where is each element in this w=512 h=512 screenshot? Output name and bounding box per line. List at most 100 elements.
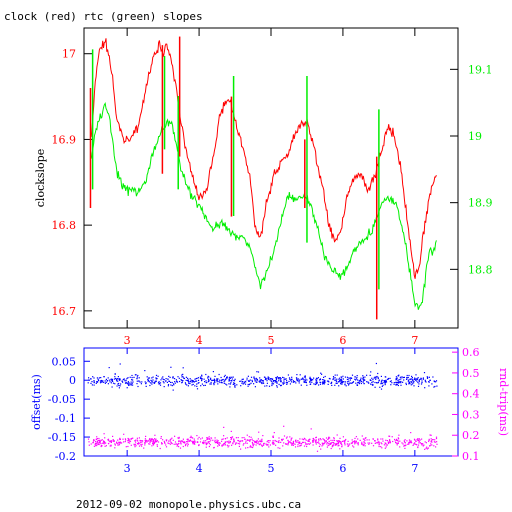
scatter-point	[420, 377, 422, 379]
scatter-point	[168, 440, 170, 442]
scatter-point	[116, 378, 119, 380]
scatter-point	[194, 440, 196, 442]
scatter-point	[232, 376, 234, 378]
scatter-point	[150, 379, 152, 381]
scatter-point	[266, 444, 268, 446]
scatter-point	[367, 381, 369, 383]
scatter-point	[280, 441, 282, 443]
scatter-point	[182, 373, 184, 375]
scatter-point	[399, 440, 401, 442]
scatter-point	[201, 437, 203, 439]
scatter-point	[351, 374, 354, 376]
scatter-point	[264, 378, 266, 381]
scatter-point	[168, 442, 170, 445]
scatter-point	[421, 438, 423, 440]
scatter-point	[322, 442, 324, 444]
scatter-point	[110, 441, 112, 443]
scatter-point	[182, 445, 184, 448]
scatter-point	[408, 383, 410, 385]
scatter-point	[276, 381, 278, 383]
scatter-point	[172, 439, 174, 441]
scatter-point	[96, 440, 98, 442]
scatter-point	[312, 440, 314, 442]
top-y-right-tick-label: 19.1	[468, 63, 493, 76]
scatter-point	[207, 437, 209, 439]
scatter-point	[198, 382, 200, 384]
scatter-point	[296, 378, 298, 381]
scatter-point	[114, 447, 116, 449]
scatter-point	[228, 445, 230, 447]
scatter-point	[178, 443, 180, 445]
scatter-point	[129, 376, 131, 378]
scatter-point	[297, 444, 299, 446]
scatter-point	[97, 443, 99, 445]
scatter-point	[333, 442, 335, 444]
scatter-point	[436, 443, 438, 445]
scatter-point	[338, 380, 341, 382]
scatter-point	[368, 439, 370, 441]
scatter-point	[297, 440, 299, 442]
scatter-point	[333, 438, 335, 440]
scatter-point	[154, 380, 156, 382]
scatter-point	[327, 438, 330, 440]
scatter-point	[210, 381, 212, 384]
scatter-point	[339, 448, 341, 450]
scatter-point	[206, 437, 208, 439]
scatter-point	[335, 382, 337, 384]
scatter-point	[384, 376, 386, 378]
scatter-point	[411, 382, 413, 384]
scatter-point	[436, 385, 438, 387]
scatter-point	[260, 380, 262, 382]
scatter-point	[136, 380, 138, 382]
scatter-point	[395, 383, 398, 385]
scatter-point	[386, 444, 388, 446]
scatter-point	[117, 380, 119, 382]
scatter-point	[304, 438, 306, 440]
scatter-point	[349, 382, 351, 384]
scatter-point	[187, 441, 189, 443]
scatter-point	[380, 438, 382, 440]
scatter-point	[263, 444, 265, 446]
scatter-point	[191, 381, 193, 383]
scatter-point	[191, 384, 193, 386]
scatter-point	[125, 446, 127, 448]
scatter-point	[254, 441, 256, 443]
scatter-point	[390, 384, 392, 386]
scatter-point	[181, 374, 183, 376]
scatter-point	[249, 446, 251, 448]
scatter-point	[369, 442, 371, 444]
scatter-point	[328, 436, 330, 438]
scatter-point	[183, 377, 185, 380]
bottom-y-left-tick-label: -0.2	[55, 450, 76, 463]
scatter-point	[411, 442, 413, 444]
scatter-point	[314, 440, 316, 442]
scatter-point	[250, 382, 252, 384]
scatter-point	[223, 443, 225, 445]
scatter-point	[135, 441, 137, 443]
bottom-x-tick-label: 7	[411, 462, 418, 475]
scatter-point	[127, 381, 129, 383]
top-y-left-tick-label: 16.9	[52, 133, 77, 146]
scatter-point	[210, 439, 212, 441]
scatter-point	[148, 439, 150, 441]
scatter-point	[283, 435, 286, 437]
scatter-point	[234, 386, 236, 388]
scatter-point	[266, 378, 268, 380]
scatter-point	[394, 438, 396, 441]
scatter-point	[187, 438, 189, 440]
scatter-point	[163, 440, 165, 442]
scatter-point	[370, 383, 372, 385]
scatter-point	[195, 380, 197, 382]
scatter-point	[152, 440, 154, 442]
scatter-series	[87, 362, 438, 391]
scatter-point	[136, 377, 138, 379]
scatter-point	[263, 376, 266, 378]
scatter-point	[119, 442, 121, 444]
bottom-y-left-tick-label: -0.15	[48, 431, 76, 444]
scatter-point	[271, 378, 273, 380]
scatter-point	[229, 442, 231, 444]
scatter-point	[284, 378, 286, 380]
scatter-point	[429, 379, 431, 381]
scatter-point	[247, 375, 249, 377]
scatter-point	[178, 436, 180, 438]
